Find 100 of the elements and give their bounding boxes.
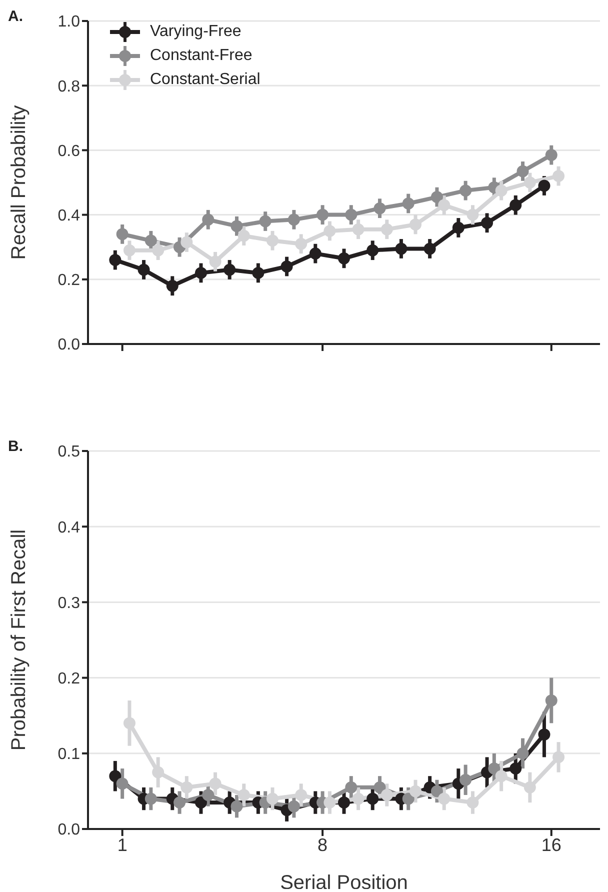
point [545,694,558,706]
point [516,165,529,178]
point [152,244,164,256]
point [152,766,164,778]
point [352,792,364,805]
point [238,788,250,801]
point [144,234,157,247]
point [430,785,443,798]
point [345,208,358,221]
point [295,238,308,250]
y-tick-label: 1.0 [58,14,80,31]
point [410,218,422,230]
point [180,236,193,248]
point [180,781,193,794]
y-tick-label: 0.0 [58,822,80,839]
point [380,223,393,236]
point [123,244,136,256]
point [374,202,386,214]
point [438,792,450,805]
point [324,224,336,237]
point [209,256,222,268]
x-tick-label: 16 [541,834,562,855]
point [266,234,278,247]
point [438,199,450,212]
point [510,762,522,775]
legend-label: Varying-Free [150,23,242,41]
point [280,260,293,272]
point [144,792,157,805]
point [460,184,472,197]
point [209,778,222,790]
point [230,800,243,812]
y-tick-label: 0.6 [58,142,80,160]
y-tick-label: 0.4 [58,207,80,224]
point [345,781,358,794]
point [538,180,550,192]
point [338,796,350,809]
point [366,244,379,256]
point [495,770,508,782]
point [202,214,214,226]
point [295,788,308,801]
point [224,264,236,276]
point [466,796,479,809]
point [238,230,250,242]
point [452,222,464,234]
point [174,796,186,809]
point [488,762,500,775]
y-tick-label: 0.0 [58,336,80,354]
y-tick-label: 0.8 [58,78,80,96]
point [552,170,565,182]
chart-title: A. [8,8,23,25]
point [166,280,178,292]
point [395,242,408,255]
point [481,216,494,229]
y-tick-label: 0.1 [58,746,80,764]
y-tick-label: 0.3 [58,594,80,612]
y-tick-label: 0.5 [58,444,80,461]
point [116,228,128,240]
x-axis-title: Serial Position [280,872,408,892]
y-axis-title: Probability of First Recall [8,529,30,751]
chart-title: B. [8,438,23,455]
point [288,800,300,812]
legend-label: Constant-Free [150,47,252,65]
point [288,214,300,226]
point [109,254,122,266]
y-axis-title: Recall Probability [8,105,30,260]
point [380,788,393,801]
x-tick-label: 8 [318,834,328,855]
x-tick-label: 1 [117,834,128,855]
point [516,747,529,760]
point [366,792,379,805]
point [545,149,558,162]
point [109,770,122,782]
point [460,774,472,786]
point [402,792,414,805]
point [194,266,207,279]
point [402,197,414,210]
point [138,264,150,276]
point [524,781,536,794]
point [309,248,322,260]
legend-label: Constant-Serial [150,71,260,89]
point [430,191,443,204]
point [316,208,329,221]
point [424,242,436,255]
point [123,717,136,730]
y-tick-label: 0.2 [58,272,80,290]
point [410,785,422,798]
point [466,208,479,221]
y-tick-label: 0.4 [58,519,80,536]
point [524,176,536,188]
point [374,781,386,794]
y-tick-label: 0.2 [58,670,80,688]
point [510,199,522,212]
point [266,792,278,805]
point [352,223,364,236]
point [252,266,264,279]
point [202,788,214,801]
point [552,751,565,764]
point [230,220,243,232]
point [495,184,508,197]
point [194,796,207,809]
